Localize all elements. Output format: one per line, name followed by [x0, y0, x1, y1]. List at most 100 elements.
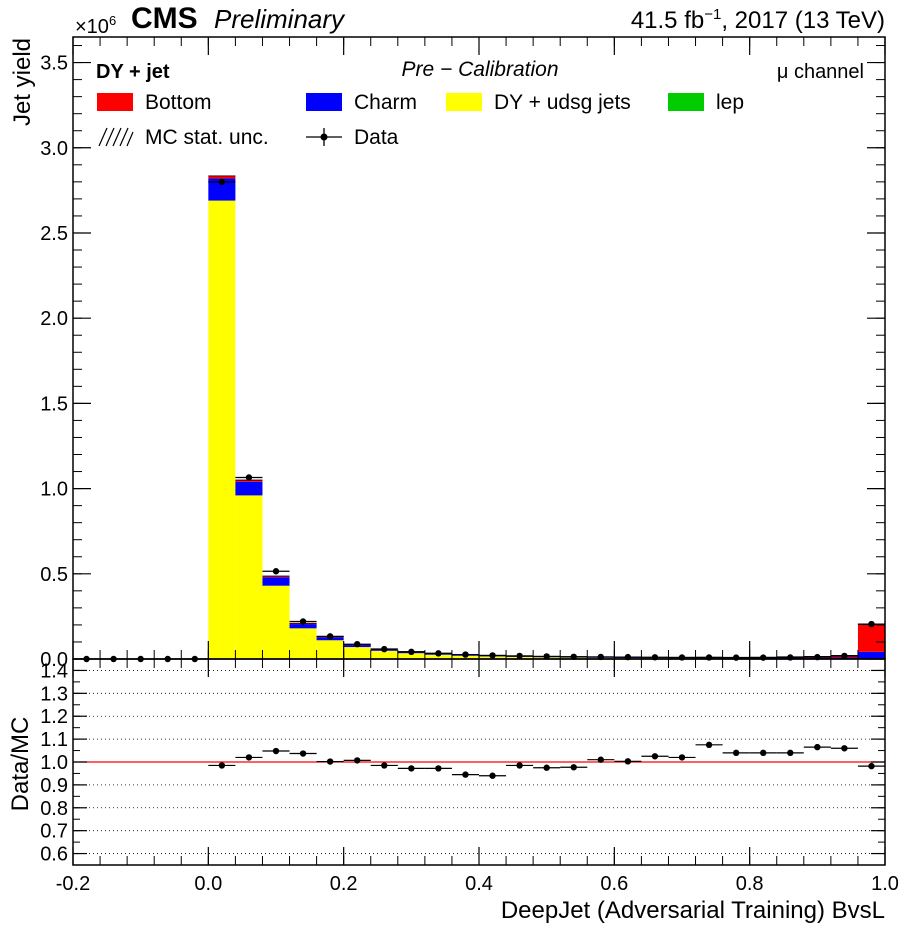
legend-swatch-unc [98, 127, 134, 147]
legend-data: Data [354, 126, 399, 149]
ratio-point-15 [479, 772, 507, 779]
bar-bottom-6 [235, 480, 263, 482]
bar-dy-udsg-jets-12 [397, 653, 425, 659]
data-point-11 [370, 645, 398, 653]
y-tick-label-5: 2.5 [40, 223, 68, 245]
ratio-axis-title: Data/MC [7, 717, 34, 812]
bar-dy-udsg-jets-10 [343, 647, 371, 659]
legend-swatch-data [306, 128, 342, 146]
ratio-point-8 [289, 750, 317, 757]
ratio-point-6 [235, 754, 263, 761]
data-point-13 [424, 650, 452, 657]
data-point-29 [857, 620, 885, 628]
x-tick-label-2: 0.2 [330, 873, 358, 895]
data-point-25 [749, 654, 777, 661]
ratio-tick-label-4: 1.0 [40, 752, 68, 774]
ratio-point-28 [830, 745, 858, 752]
y-tick-label-0: 0.0 [40, 649, 68, 671]
bar-charm-6 [235, 481, 263, 496]
x-tick-label-5: 0.8 [736, 873, 764, 895]
bar-charm-29 [857, 651, 885, 659]
legend-unc: MC stat. unc. [145, 126, 269, 149]
ratio-point-22 [668, 754, 696, 761]
ratio-tick-label-8: 1.4 [40, 660, 68, 682]
bar-dy-udsg-jets-6 [235, 495, 263, 659]
stacked-bars [208, 175, 885, 660]
ratio-point-23 [695, 741, 723, 749]
legend-swatch-light [446, 93, 482, 111]
ratio-point-27 [803, 743, 831, 751]
legend-bottom: Bottom [145, 91, 212, 114]
ratio-plot: 0.60.70.80.91.01.11.21.31.4-0.2 0.0 0.2 0.4… [40, 658, 899, 895]
ratio-point-29 [857, 762, 885, 770]
data-point-24 [722, 654, 750, 661]
legend-charm: Charm [354, 91, 417, 114]
x-tick-label-3: 0.4 [465, 873, 493, 895]
y-axis-title: Jet yield [9, 38, 36, 126]
y-tick-label-4: 2.0 [40, 308, 68, 330]
ratio-point-26 [776, 749, 804, 757]
data-point-7 [262, 568, 290, 575]
ratio-point-16 [506, 762, 534, 769]
y-tick-label-6: 3.0 [40, 138, 68, 160]
ratio-tick-label-5: 1.1 [40, 729, 68, 751]
ratio-tick-label-7: 1.3 [40, 683, 68, 705]
bar-charm-7 [262, 577, 290, 586]
legend-swatch-bottom [97, 93, 133, 111]
legend-light: DY + udsg jets [494, 91, 631, 114]
bar-bottom-7 [262, 576, 290, 578]
ratio-point-20 [614, 758, 642, 765]
main-axes: 0.0 0.5 1.0 1.5 2.0 2.5 3.0 3.5 [40, 37, 886, 671]
ratio-point-19 [587, 756, 615, 763]
ratio-tick-label-6: 1.2 [40, 706, 68, 728]
y-tick-label-2: 1.0 [40, 479, 68, 501]
bar-dy-udsg-jets-11 [370, 650, 398, 659]
cms-label: CMS [131, 2, 198, 35]
bar-dy-udsg-jets-8 [289, 628, 317, 659]
ratio-tick-label-3: 0.9 [40, 775, 68, 797]
ratio-tick-label-1: 0.7 [40, 821, 68, 843]
bar-dy-udsg-jets-7 [262, 585, 290, 659]
bar-bottom-29 [857, 624, 885, 652]
exponent-label: ×106 [75, 13, 116, 38]
ratio-axes: 0.60.70.80.91.01.11.21.31.4-0.2 0.0 0.2 0.4… [40, 659, 899, 895]
ratio-point-21 [641, 753, 669, 760]
data-points [73, 178, 885, 663]
y-tick-label-1: 0.5 [40, 564, 68, 586]
data-point-14 [451, 651, 479, 658]
ratio-tick-label-0: 0.6 [40, 844, 68, 866]
data-point-5 [208, 178, 236, 186]
ratio-point-14 [451, 771, 479, 778]
data-point-28 [830, 652, 858, 660]
x-tick-label-4: 0.6 [600, 873, 628, 895]
ratio-point-9 [316, 758, 344, 765]
data-point-8 [289, 618, 317, 625]
bar-dy-udsg-jets-13 [424, 654, 452, 659]
bar-charm-5 [208, 178, 236, 201]
ratio-point-24 [722, 749, 750, 757]
ratio-point-13 [424, 765, 452, 772]
stage-label: Pre − Calibration [402, 58, 559, 81]
process-label: DY + jet [96, 61, 170, 83]
data-point-6 [235, 474, 263, 481]
data-point-16 [506, 652, 534, 660]
ratio-tick-label-2: 0.8 [40, 798, 68, 820]
data-point-17 [533, 653, 561, 660]
ratio-point-11 [370, 762, 398, 769]
bar-charm-8 [289, 624, 317, 629]
bar-bottom-5 [208, 175, 236, 179]
lumi-label: 41.5 fb−1, 2017 (13 TeV) [631, 6, 885, 34]
y-tick-label-3: 1.5 [40, 393, 68, 415]
ratio-point-7 [262, 747, 290, 755]
legend-swatch-charm [306, 93, 342, 111]
legend-swatch-lep [668, 93, 704, 111]
bar-dy-udsg-jets-5 [208, 200, 236, 659]
x-tick-label-0: -0.2 [56, 873, 90, 895]
y-tick-label-7: 3.5 [40, 53, 68, 75]
x-tick-label-1: 0.0 [194, 873, 222, 895]
data-point-15 [479, 652, 507, 659]
ratio-points [208, 741, 885, 779]
data-point-10 [343, 640, 371, 648]
ratio-point-5 [208, 762, 236, 769]
data-point-12 [397, 648, 425, 656]
